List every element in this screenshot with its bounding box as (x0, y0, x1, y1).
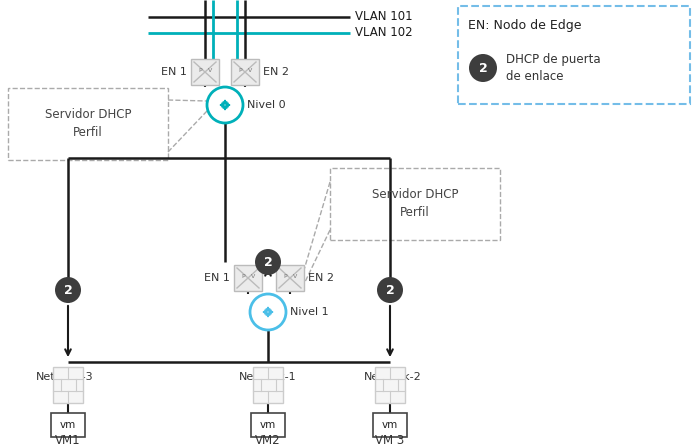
Text: VM2: VM2 (256, 434, 281, 447)
Text: VM1: VM1 (55, 434, 80, 447)
Text: vm: vm (60, 420, 76, 430)
Text: V: V (208, 67, 212, 72)
Text: Servidor DHCP
Perfil: Servidor DHCP Perfil (45, 109, 132, 139)
Text: EN 1: EN 1 (161, 67, 187, 77)
FancyBboxPatch shape (191, 59, 219, 85)
Bar (375, 367, 405, 403)
Circle shape (377, 277, 403, 303)
Bar (253, 367, 283, 403)
FancyBboxPatch shape (231, 59, 259, 85)
Text: P: P (284, 274, 287, 278)
Circle shape (55, 277, 81, 303)
Circle shape (255, 249, 281, 275)
Bar (373, 413, 407, 437)
Text: V: V (293, 274, 297, 278)
FancyBboxPatch shape (276, 265, 304, 291)
Text: P: P (238, 67, 242, 72)
Text: Nivel 1: Nivel 1 (290, 307, 328, 317)
Bar (53, 367, 83, 403)
Text: P: P (198, 67, 202, 72)
Text: EN 1: EN 1 (204, 273, 230, 283)
Text: EN: Nodo de Edge: EN: Nodo de Edge (468, 20, 582, 33)
Text: Network-2: Network-2 (364, 372, 422, 382)
Text: 2: 2 (386, 283, 394, 296)
Text: 2: 2 (64, 283, 72, 296)
Bar (251, 413, 285, 437)
Text: EN 2: EN 2 (263, 67, 289, 77)
Text: vm: vm (260, 420, 276, 430)
Text: 2: 2 (479, 62, 487, 75)
Text: Nivel 0: Nivel 0 (247, 100, 286, 110)
FancyBboxPatch shape (234, 265, 262, 291)
Text: VLAN 101: VLAN 101 (355, 10, 412, 24)
Text: vm: vm (382, 420, 398, 430)
Text: P: P (241, 274, 245, 278)
Bar (51, 413, 85, 437)
Circle shape (469, 54, 497, 82)
Text: Servidor DHCP
Perfil: Servidor DHCP Perfil (372, 189, 459, 219)
Text: Network-3: Network-3 (36, 372, 94, 382)
Text: EN 2: EN 2 (308, 273, 334, 283)
Text: Network-1: Network-1 (239, 372, 297, 382)
Text: V: V (251, 274, 255, 278)
Text: V: V (248, 67, 252, 72)
Text: DHCP de puerta
de enlace: DHCP de puerta de enlace (506, 53, 601, 83)
Text: VM 3: VM 3 (375, 434, 405, 447)
Text: VLAN 102: VLAN 102 (355, 26, 412, 39)
Text: 2: 2 (264, 256, 272, 269)
